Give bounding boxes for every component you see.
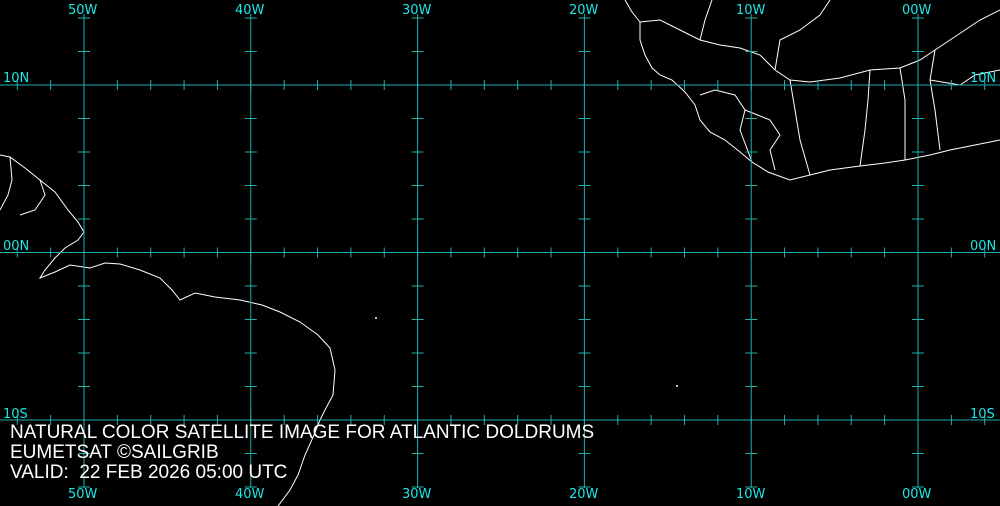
africa-coast: [624, 0, 1000, 181]
south-america-border: [19, 179, 46, 216]
lat-label-left: 10N: [3, 71, 30, 86]
lat-label-left: 00N: [3, 239, 30, 254]
lon-label-bottom: 40W: [235, 487, 265, 502]
africa-border: [744, 109, 781, 171]
africa-border: [899, 67, 906, 160]
south-america-border: [0, 156, 13, 211]
lon-label-top: 30W: [402, 3, 432, 18]
island: [375, 317, 377, 319]
caption-title: NATURAL COLOR SATELLITE IMAGE FOR ATLANT…: [10, 422, 595, 443]
lon-label-top: 20W: [569, 3, 599, 18]
lat-label-right: 10N: [970, 71, 997, 86]
lon-label-top: 50W: [68, 3, 98, 18]
lat-label-right: 10S: [970, 407, 995, 422]
caption: NATURAL COLOR SATELLITE IMAGE FOR ATLANT…: [10, 423, 594, 483]
caption-credit: EUMETSAT ©SAILGRIB: [10, 442, 219, 463]
lon-label-top: 10W: [736, 3, 766, 18]
lon-label-bottom: 10W: [736, 487, 766, 502]
africa-border: [774, 0, 831, 71]
lon-label-bottom: 20W: [569, 487, 599, 502]
lon-label-top: 00W: [902, 3, 932, 18]
caption-valid-time: VALID: 22 FEB 2026 05:00 UTC: [10, 462, 288, 483]
africa-border: [929, 49, 941, 151]
africa-border: [699, 0, 713, 41]
island: [676, 385, 678, 387]
lat-label-right: 00N: [970, 239, 997, 254]
lon-label-bottom: 00W: [902, 487, 932, 502]
south-america-coast: [0, 154, 336, 506]
lon-label-bottom: 30W: [402, 487, 432, 502]
lon-label-top: 40W: [235, 3, 265, 18]
lat-label-left: 10S: [3, 407, 28, 422]
africa-border: [789, 79, 811, 176]
africa-border: [929, 69, 1000, 86]
lon-label-bottom: 50W: [68, 487, 98, 502]
africa-border: [699, 89, 753, 163]
